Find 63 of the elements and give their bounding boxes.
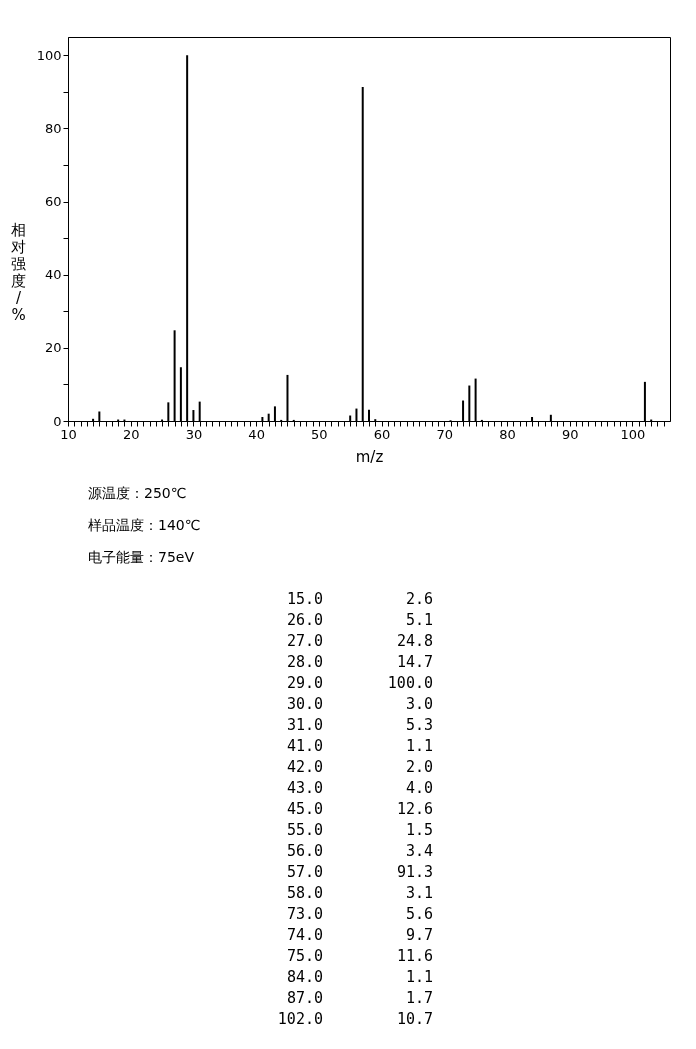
data-label: 5.1 <box>405 610 433 629</box>
category-label: 28.0 <box>286 652 323 671</box>
data-label: 5.3 <box>405 715 433 734</box>
y-tick-label: 100 <box>36 47 62 63</box>
x-axis-title: m/z <box>355 447 384 466</box>
data-label: 2.0 <box>405 757 433 776</box>
x-tick-label: 30 <box>185 426 203 442</box>
x-tick-label: 70 <box>436 426 454 442</box>
x-tick-label: 10 <box>60 426 77 442</box>
category-label: 56.0 <box>286 841 323 860</box>
category-label: 84.0 <box>286 967 323 986</box>
text: 源温度：250℃ <box>88 485 187 501</box>
category-label: 26.0 <box>286 610 323 629</box>
y-tick-label: 60 <box>44 194 62 210</box>
data-label: 4.0 <box>405 778 433 797</box>
data-label: 24.8 <box>396 631 433 650</box>
category-label: 57.0 <box>286 862 323 881</box>
category-label: 74.0 <box>286 925 323 944</box>
category-label: 43.0 <box>286 778 323 797</box>
text: 电子能量：75eV <box>88 549 195 565</box>
data-label: 5.6 <box>405 904 433 923</box>
y-tick-label: 40 <box>44 267 62 283</box>
data-label: 2.6 <box>405 589 433 608</box>
data-label: 1.5 <box>405 820 433 839</box>
data-label: 3.4 <box>405 841 433 860</box>
data-label: 3.1 <box>405 883 433 902</box>
category-label: 41.0 <box>286 736 323 755</box>
category-label: 58.0 <box>286 883 323 902</box>
category-label: 29.0 <box>286 673 323 692</box>
data-label: 100.0 <box>387 673 433 692</box>
data-label: 91.3 <box>396 862 433 881</box>
category-label: 15.0 <box>286 589 323 608</box>
data-label: 12.6 <box>396 799 433 818</box>
x-tick-label: 60 <box>373 426 391 442</box>
data-label: 14.7 <box>396 652 433 671</box>
x-tick-label: 80 <box>499 426 516 442</box>
text: 样品温度：140℃ <box>88 517 201 533</box>
data-label: 11.6 <box>396 946 433 965</box>
x-tick-label: 50 <box>311 426 328 442</box>
category-label: 102.0 <box>277 1009 323 1028</box>
x-tick-label: 40 <box>248 426 265 442</box>
category-label: 75.0 <box>286 946 323 965</box>
data-label: 1.1 <box>405 736 433 755</box>
category-label: 87.0 <box>286 988 323 1007</box>
data-label: 10.7 <box>396 1009 433 1028</box>
y-tick-label: 0 <box>53 413 62 429</box>
y-tick-label: 20 <box>44 340 62 356</box>
data-label: 1.7 <box>405 988 433 1007</box>
y-axis-title: 相对强度/% <box>11 220 26 324</box>
category-label: 27.0 <box>286 631 323 650</box>
y-tick-label: 80 <box>44 120 62 136</box>
category-label: 55.0 <box>286 820 323 839</box>
category-label: 73.0 <box>286 904 323 923</box>
x-tick-label: 100 <box>620 426 646 442</box>
x-tick-label: 20 <box>122 426 140 442</box>
category-label: 30.0 <box>286 694 323 713</box>
category-label: 31.0 <box>286 715 323 734</box>
data-label: 9.7 <box>405 925 433 944</box>
category-label: 42.0 <box>286 757 323 776</box>
category-label: 45.0 <box>286 799 323 818</box>
data-label: 3.0 <box>405 694 433 713</box>
x-tick-label: 90 <box>561 426 579 442</box>
data-label: 1.1 <box>405 967 433 986</box>
